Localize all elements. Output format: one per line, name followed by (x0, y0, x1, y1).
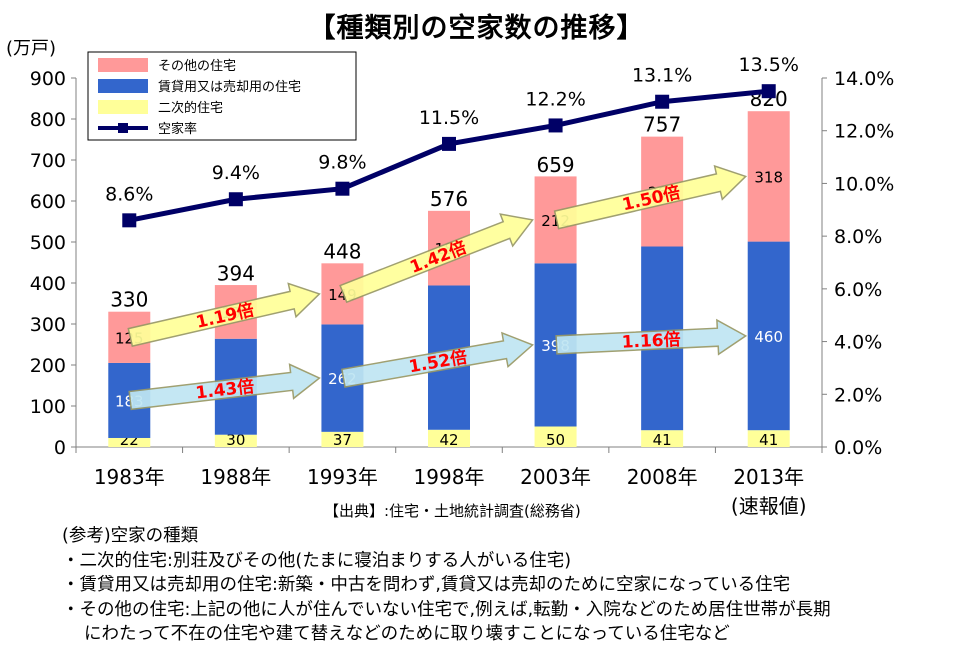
rate-point (761, 84, 776, 99)
data-label: 50 (546, 431, 565, 449)
notes-item: にわたって不在の住宅や建て替えなどのために取り壊すことになっている住宅など (84, 624, 730, 644)
x-tick-label: 2008年 (627, 465, 698, 489)
data-label: 30 (226, 431, 245, 449)
bar-segment (534, 426, 577, 447)
growth-arrow (341, 331, 535, 388)
total-label: 757 (643, 113, 681, 137)
notes-block: (参考)空家の種類 ・二次的住宅:別荘及びその他(たまに寝泊まりする人がいる住宅… (62, 524, 831, 647)
growth-arrow (553, 164, 748, 230)
total-label: 576 (430, 187, 468, 211)
rate-point (442, 136, 456, 151)
legend-entry: 二次的住宅 (158, 100, 223, 116)
rate-label: 8.6% (105, 183, 153, 205)
y-tick-label: 0 (54, 437, 66, 459)
legend-swatch (98, 100, 148, 114)
x-tick-sublabel: (速報値) (731, 494, 807, 518)
bar-segment (747, 430, 790, 447)
data-label: 460 (754, 328, 783, 346)
y2-tick-label: 12.0% (834, 121, 894, 143)
bar-segment (641, 430, 684, 447)
growth-arrow (127, 282, 321, 347)
total-label: 330 (110, 288, 148, 312)
x-tick-label: 1983年 (94, 465, 165, 489)
x-tick-label: 1998年 (414, 465, 485, 489)
y2-tick-label: 10.0% (834, 173, 894, 195)
y2-tick-label: 14.0% (834, 68, 894, 90)
y-tick-label: 900 (30, 68, 66, 90)
chart-title: 【種類別の空家数の推移】 (308, 13, 645, 44)
y-tick-label: 100 (30, 396, 66, 418)
rate-point (655, 94, 670, 109)
rate-label: 9.4% (212, 162, 260, 184)
y-tick-label: 600 (30, 191, 66, 213)
growth-label: 1.16倍 (621, 329, 681, 353)
bar-segment (321, 431, 364, 447)
y-tick-label: 500 (30, 232, 66, 254)
y2-tick-label: 6.0% (834, 279, 882, 301)
notes-item: ・賃貸用又は売却用の住宅:新築・中古を問わず,賃貸又は売却のために空家になってい… (62, 575, 791, 595)
rate-point (122, 213, 137, 228)
rate-point (228, 192, 243, 207)
y2-tick-label: 8.0% (834, 226, 882, 248)
x-tick-label: 2003年 (520, 465, 591, 489)
rate-point (335, 181, 350, 196)
legend-entry: 空家率 (158, 121, 197, 137)
data-label: 42 (439, 431, 458, 449)
legend-swatch (118, 123, 128, 133)
notes-heading: (参考)空家の種類 (62, 526, 199, 546)
x-tick-label: 1988年 (200, 465, 271, 489)
legend-swatch (98, 58, 148, 72)
data-label: 41 (759, 431, 778, 449)
legend-entry: その他の住宅 (158, 59, 236, 74)
y2-tick-label: 2.0% (834, 384, 882, 406)
bar-segment (428, 429, 470, 447)
growth-arrow (128, 363, 321, 411)
rate-label: 13.1% (632, 65, 692, 87)
rate-label: 13.5% (739, 54, 799, 76)
bar-segment (747, 241, 790, 431)
y-tick-label: 700 (30, 150, 66, 172)
total-label: 448 (323, 239, 361, 263)
y-tick-label: 300 (30, 314, 66, 336)
legend-swatch (98, 79, 148, 93)
y2-tick-label: 4.0% (834, 332, 882, 354)
rate-label: 11.5% (419, 107, 479, 129)
growth-arrow (555, 318, 748, 356)
y-tick-label: 200 (30, 355, 66, 377)
bar-segment (747, 111, 790, 242)
rate-point (548, 118, 563, 133)
notes-item: ・二次的住宅:別荘及びその他(たまに寝泊まりする人がいる住宅) (62, 550, 572, 571)
bar-segment (214, 434, 257, 447)
data-label: 37 (333, 431, 352, 449)
source-note: 【出典】:住宅・土地統計調査(総務省) (324, 502, 581, 520)
bar-segment (108, 437, 151, 447)
y-axis-label: (万戸) (6, 38, 56, 59)
y-tick-label: 800 (30, 109, 66, 131)
x-tick-label: 2013年 (733, 465, 804, 489)
legend-entry: 賃貸用又は売却用の住宅 (158, 79, 301, 95)
y-tick-label: 400 (30, 273, 66, 295)
data-label: 318 (754, 168, 783, 186)
growth-arrow (339, 213, 534, 304)
data-label: 41 (653, 431, 672, 449)
rate-label: 12.2% (525, 88, 585, 110)
total-label: 394 (217, 261, 255, 285)
y2-tick-label: 0.0% (834, 437, 882, 459)
x-tick-label: 1993年 (307, 465, 378, 489)
total-label: 659 (536, 153, 574, 177)
rate-label: 9.8% (318, 152, 366, 174)
notes-item: ・その他の住宅:上記の他に人が住んでいない住宅で,例えば,転勤・入院などのため居… (62, 599, 831, 620)
